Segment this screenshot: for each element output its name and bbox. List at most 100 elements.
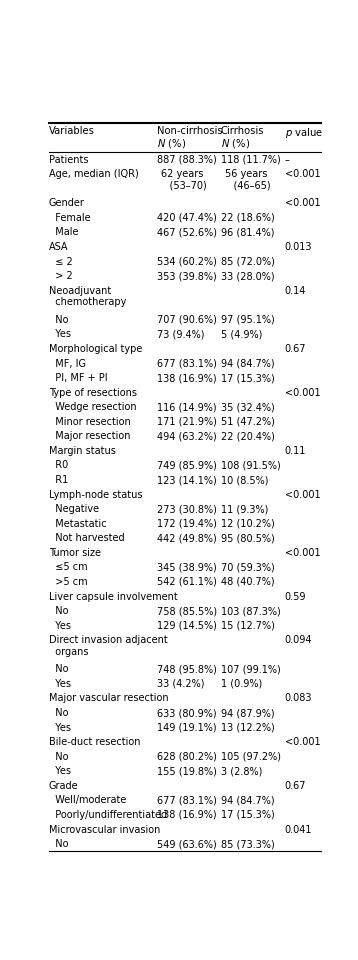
Text: 138 (16.9%): 138 (16.9%) bbox=[157, 373, 217, 383]
Text: ≤ 2: ≤ 2 bbox=[49, 256, 73, 267]
Text: MF, IG: MF, IG bbox=[49, 358, 86, 369]
Text: 73 (9.4%): 73 (9.4%) bbox=[157, 329, 205, 340]
Text: 108 (91.5%): 108 (91.5%) bbox=[221, 461, 281, 470]
Text: 118 (11.7%): 118 (11.7%) bbox=[221, 155, 281, 165]
Text: 633 (80.9%): 633 (80.9%) bbox=[157, 708, 217, 718]
Text: 420 (47.4%): 420 (47.4%) bbox=[157, 213, 217, 223]
Text: 85 (73.3%): 85 (73.3%) bbox=[221, 839, 275, 849]
Text: 103 (87.3%): 103 (87.3%) bbox=[221, 606, 281, 616]
Text: <0.001: <0.001 bbox=[285, 199, 320, 208]
Text: 107 (99.1%): 107 (99.1%) bbox=[221, 664, 281, 674]
Text: 0.041: 0.041 bbox=[285, 825, 312, 834]
Text: R0: R0 bbox=[49, 461, 68, 470]
Text: 353 (39.8%): 353 (39.8%) bbox=[157, 271, 217, 281]
Text: 887 (88.3%): 887 (88.3%) bbox=[157, 155, 217, 165]
Text: 345 (38.9%): 345 (38.9%) bbox=[157, 563, 217, 572]
Text: 94 (84.7%): 94 (84.7%) bbox=[221, 358, 275, 369]
Text: Microvascular invasion: Microvascular invasion bbox=[49, 825, 160, 834]
Text: Morphological type: Morphological type bbox=[49, 344, 142, 354]
Text: Yes: Yes bbox=[49, 679, 71, 689]
Text: 0.013: 0.013 bbox=[285, 242, 312, 252]
Text: Minor resection: Minor resection bbox=[49, 417, 131, 427]
Text: 10 (8.5%): 10 (8.5%) bbox=[221, 475, 268, 485]
Text: 97 (95.1%): 97 (95.1%) bbox=[221, 315, 275, 324]
Text: <0.001: <0.001 bbox=[285, 548, 320, 558]
Text: 549 (63.6%): 549 (63.6%) bbox=[157, 839, 217, 849]
Text: No: No bbox=[49, 606, 68, 616]
Text: 62 years
    (53–70): 62 years (53–70) bbox=[157, 169, 207, 191]
Text: Non-cirrhosis
$N$ (%): Non-cirrhosis $N$ (%) bbox=[157, 126, 223, 151]
Text: 3 (2.8%): 3 (2.8%) bbox=[221, 766, 262, 777]
Text: Grade: Grade bbox=[49, 780, 78, 791]
Text: –: – bbox=[285, 155, 290, 165]
Text: 748 (95.8%): 748 (95.8%) bbox=[157, 664, 217, 674]
Text: 33 (28.0%): 33 (28.0%) bbox=[221, 271, 275, 281]
Text: No: No bbox=[49, 752, 68, 761]
Text: 0.14: 0.14 bbox=[285, 286, 306, 296]
Text: Type of resections: Type of resections bbox=[49, 388, 137, 397]
Text: 48 (40.7%): 48 (40.7%) bbox=[221, 577, 275, 587]
Text: 11 (9.3%): 11 (9.3%) bbox=[221, 504, 268, 515]
Text: 51 (47.2%): 51 (47.2%) bbox=[221, 417, 275, 427]
Text: 0.083: 0.083 bbox=[285, 693, 312, 704]
Text: >5 cm: >5 cm bbox=[49, 577, 88, 587]
Text: Well/moderate: Well/moderate bbox=[49, 796, 126, 805]
Text: No: No bbox=[49, 315, 68, 324]
Text: 171 (21.9%): 171 (21.9%) bbox=[157, 417, 217, 427]
Text: 35 (32.4%): 35 (32.4%) bbox=[221, 402, 275, 412]
Text: R1: R1 bbox=[49, 475, 68, 485]
Text: 494 (63.2%): 494 (63.2%) bbox=[157, 431, 217, 442]
Text: Liver capsule involvement: Liver capsule involvement bbox=[49, 591, 178, 602]
Text: 149 (19.1%): 149 (19.1%) bbox=[157, 723, 217, 732]
Text: Yes: Yes bbox=[49, 329, 71, 340]
Text: 5 (4.9%): 5 (4.9%) bbox=[221, 329, 262, 340]
Text: No: No bbox=[49, 708, 68, 718]
Text: ≤5 cm: ≤5 cm bbox=[49, 563, 88, 572]
Text: 12 (10.2%): 12 (10.2%) bbox=[221, 518, 275, 529]
Text: Metastatic: Metastatic bbox=[49, 518, 107, 529]
Text: 129 (14.5%): 129 (14.5%) bbox=[157, 621, 217, 631]
Text: Major vascular resection: Major vascular resection bbox=[49, 693, 169, 704]
Text: <0.001: <0.001 bbox=[285, 490, 320, 499]
Text: ASA: ASA bbox=[49, 242, 68, 252]
Text: 22 (18.6%): 22 (18.6%) bbox=[221, 213, 275, 223]
Text: No: No bbox=[49, 839, 68, 849]
Text: 94 (87.9%): 94 (87.9%) bbox=[221, 708, 275, 718]
Text: 56 years
    (46–65): 56 years (46–65) bbox=[221, 169, 271, 191]
Text: 758 (85.5%): 758 (85.5%) bbox=[157, 606, 217, 616]
Text: 0.59: 0.59 bbox=[285, 591, 306, 602]
Text: Age, median (IQR): Age, median (IQR) bbox=[49, 169, 139, 180]
Text: Margin status: Margin status bbox=[49, 445, 116, 456]
Text: 707 (90.6%): 707 (90.6%) bbox=[157, 315, 217, 324]
Text: 0.11: 0.11 bbox=[285, 445, 306, 456]
Text: 467 (52.6%): 467 (52.6%) bbox=[157, 228, 217, 237]
Text: 17 (15.3%): 17 (15.3%) bbox=[221, 810, 275, 820]
Text: 1 (0.9%): 1 (0.9%) bbox=[221, 679, 262, 689]
Text: Yes: Yes bbox=[49, 723, 71, 732]
Text: 628 (80.2%): 628 (80.2%) bbox=[157, 752, 217, 761]
Text: Female: Female bbox=[49, 213, 91, 223]
Text: 542 (61.1%): 542 (61.1%) bbox=[157, 577, 217, 587]
Text: Variables: Variables bbox=[49, 126, 95, 135]
Text: 749 (85.9%): 749 (85.9%) bbox=[157, 461, 217, 470]
Text: No: No bbox=[49, 664, 68, 674]
Text: 22 (20.4%): 22 (20.4%) bbox=[221, 431, 275, 442]
Text: 33 (4.2%): 33 (4.2%) bbox=[157, 679, 205, 689]
Text: 13 (12.2%): 13 (12.2%) bbox=[221, 723, 275, 732]
Text: 105 (97.2%): 105 (97.2%) bbox=[221, 752, 281, 761]
Text: 0.67: 0.67 bbox=[285, 780, 306, 791]
Text: 677 (83.1%): 677 (83.1%) bbox=[157, 796, 217, 805]
Text: 15 (12.7%): 15 (12.7%) bbox=[221, 621, 275, 631]
Text: Male: Male bbox=[49, 228, 78, 237]
Text: 116 (14.9%): 116 (14.9%) bbox=[157, 402, 217, 412]
Text: Patients: Patients bbox=[49, 155, 88, 165]
Text: 442 (49.8%): 442 (49.8%) bbox=[157, 534, 217, 543]
Text: Wedge resection: Wedge resection bbox=[49, 402, 136, 412]
Text: 0.094: 0.094 bbox=[285, 636, 312, 645]
Text: Bile-duct resection: Bile-duct resection bbox=[49, 737, 140, 747]
Text: Cirrhosis
$N$ (%): Cirrhosis $N$ (%) bbox=[221, 126, 265, 151]
Text: Negative: Negative bbox=[49, 504, 99, 515]
Text: 123 (14.1%): 123 (14.1%) bbox=[157, 475, 217, 485]
Text: 534 (60.2%): 534 (60.2%) bbox=[157, 256, 217, 267]
Text: Yes: Yes bbox=[49, 621, 71, 631]
